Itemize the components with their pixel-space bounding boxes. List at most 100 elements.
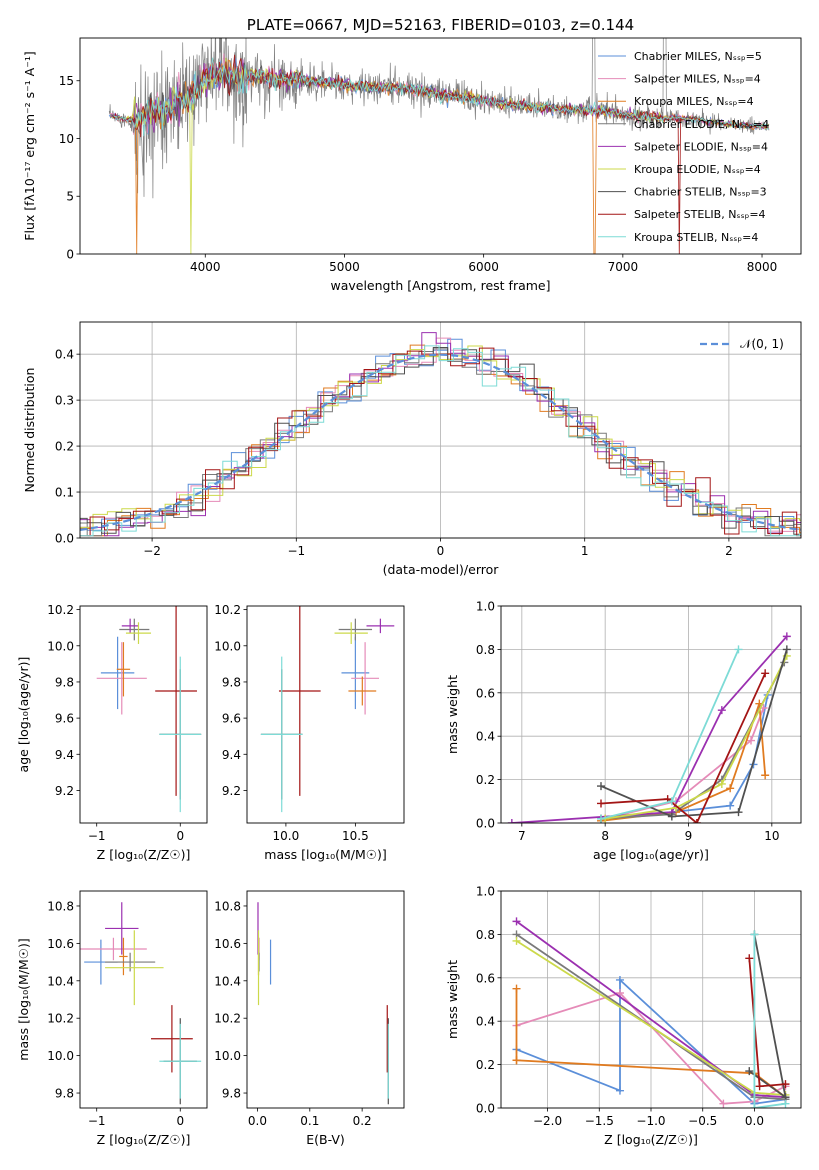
mass-weight-marker xyxy=(750,930,759,939)
mass-weight-marker xyxy=(512,936,521,945)
mass-weight-marker xyxy=(745,954,754,963)
y-tick-label: 10.0 xyxy=(47,1049,74,1063)
legend-entry: Chabrier ELODIE, Nₛₛₚ=4 xyxy=(634,118,769,131)
y-tick-label: 9.8 xyxy=(222,1087,241,1101)
chart-panel-1: −2 −1 0 1 2 0.0 0.1 0.2 0.3 0.4 (data-model)/error… xyxy=(22,321,802,577)
axes-frame xyxy=(79,605,208,824)
mass-weight-marker xyxy=(734,645,743,654)
y-tick-label: 0.0 xyxy=(476,817,495,831)
histogram-step-kroupa_stelib xyxy=(80,345,801,537)
x-tick-label: 6000 xyxy=(468,260,499,274)
mass-weight-marker xyxy=(597,782,605,791)
mass-weight-marker xyxy=(717,779,726,788)
chart-panel-4: 7 8 9 10 0.0 0.2 0.4 0.6 0.8 1.0 age [log₁₀(age/yr… xyxy=(445,600,802,862)
y-tick-label: 10.4 xyxy=(47,974,74,988)
chart-panel-2: −1 0 9.2 9.4 9.6 9.8 10.0 10.2 Z [log₁₀(Z/Z☉)] ag… xyxy=(16,603,208,862)
x-axis-label: Z [log₁₀(Z/Z☉)] xyxy=(97,1132,191,1147)
x-tick-label: 7000 xyxy=(608,260,639,274)
model-spectrum-kroupa_stelib xyxy=(113,57,770,137)
x-tick-label: 0.1 xyxy=(300,1114,319,1128)
x-tick-label: −0.5 xyxy=(688,1114,717,1128)
axes-frame xyxy=(246,605,405,824)
mass-weight-line-kroupa_stelib xyxy=(753,934,786,1108)
mass-weight-marker xyxy=(755,1082,764,1091)
y-tick-label: 9.6 xyxy=(222,712,241,726)
y-tick-label: 9.4 xyxy=(55,748,74,762)
mass-weight-marker xyxy=(615,1086,624,1095)
y-axis-label: mass [log₁₀(M/M☉)] xyxy=(16,938,31,1060)
mass-weight-marker xyxy=(782,645,791,654)
y-tick-label: 10 xyxy=(59,132,74,146)
mass-weight-line-salpeter_stelib xyxy=(600,672,767,823)
legend-entry: Salpeter MILES, Nₛₛₚ=4 xyxy=(634,73,761,86)
mass-weight-marker xyxy=(747,736,755,745)
axes-frame xyxy=(79,321,802,539)
y-tick-label: 9.8 xyxy=(222,675,241,689)
x-tick-label: 0 xyxy=(176,1114,184,1128)
plot-area xyxy=(260,606,395,813)
y-tick-label: 10.0 xyxy=(214,1049,241,1063)
x-tick-label: −1 xyxy=(88,829,106,843)
x-tick-label: −1.5 xyxy=(585,1114,614,1128)
legend-entry: Salpeter ELODIE, Nₛₛₚ=4 xyxy=(634,140,768,153)
y-tick-label: 15 xyxy=(59,74,74,88)
x-tick-label: 2 xyxy=(725,544,733,558)
x-axis-label: E(B-V) xyxy=(306,1132,345,1147)
legend-entry: Chabrier STELIB, Nₛₛₚ=3 xyxy=(634,186,767,199)
mass-weight-marker xyxy=(615,975,624,984)
legend-entry: Kroupa MILES, Nₛₛₚ=4 xyxy=(634,95,754,108)
chart-title: PLATE=0667, MJD=52163, FIBERID=0103, z=0… xyxy=(247,16,634,34)
y-tick-label: 10.6 xyxy=(214,937,241,951)
x-tick-label: 0 xyxy=(176,829,184,843)
x-tick-label: 0 xyxy=(437,544,445,558)
x-tick-label: 10.0 xyxy=(273,829,300,843)
mass-weight-marker xyxy=(761,771,770,780)
y-tick-label: 0.8 xyxy=(476,928,495,942)
y-axis-label: Flux [fλ10⁻¹⁷ erg cm⁻² s⁻¹ A⁻¹] xyxy=(22,51,37,240)
y-axis-label: Normed distribution xyxy=(22,368,37,493)
y-tick-label: 10.8 xyxy=(214,899,241,913)
y-tick-label: 0.2 xyxy=(476,1058,495,1072)
y-tick-label: 10.2 xyxy=(214,603,241,617)
y-tick-label: 0.4 xyxy=(476,1015,495,1029)
plot-area xyxy=(512,917,790,1108)
axes-frame xyxy=(500,605,802,824)
axes-frame xyxy=(246,890,405,1109)
y-tick-label: 0.0 xyxy=(55,532,74,546)
x-tick-label: 4000 xyxy=(190,260,221,274)
y-tick-label: 9.4 xyxy=(222,748,241,762)
x-tick-label: 8000 xyxy=(747,260,778,274)
mass-weight-marker xyxy=(745,1067,754,1076)
x-tick-label: 1 xyxy=(581,544,589,558)
mass-weight-marker xyxy=(667,797,676,806)
legend-entry: Salpeter STELIB, Nₛₛₚ=4 xyxy=(634,208,766,221)
mass-weight-marker xyxy=(734,808,743,817)
y-tick-label: 10.0 xyxy=(47,639,74,653)
y-tick-label: 9.2 xyxy=(222,784,241,798)
histogram-legend: 𝒩(0, 1) xyxy=(700,337,784,351)
x-tick-label: −2.0 xyxy=(533,1114,562,1128)
x-tick-label: −1 xyxy=(88,1114,106,1128)
mass-weight-marker xyxy=(782,632,791,641)
y-tick-label: 10.0 xyxy=(214,639,241,653)
y-tick-label: 5 xyxy=(66,190,74,204)
mass-weight-marker xyxy=(615,988,624,997)
mass-weight-marker xyxy=(726,784,735,793)
legend-entry: Chabrier MILES, Nₛₛₚ=5 xyxy=(634,50,762,63)
plot-area xyxy=(507,632,791,823)
y-tick-label: 1.0 xyxy=(476,885,495,899)
x-tick-label: −2 xyxy=(143,544,161,558)
y-tick-label: 0.4 xyxy=(476,730,495,744)
y-axis-label: mass weight xyxy=(445,960,460,1039)
chart-panel-0: 4000 5000 6000 7000 8000 0 5 10 15 wavelength [An… xyxy=(22,16,802,293)
x-axis-label: mass [log₁₀(M/M☉)] xyxy=(264,847,386,862)
x-axis-label: wavelength [Angstrom, rest frame] xyxy=(330,278,550,293)
y-tick-label: 0.4 xyxy=(55,348,74,362)
y-axis-label: mass weight xyxy=(445,675,460,754)
gaussian-reference-curve xyxy=(80,353,801,531)
mass-weight-marker xyxy=(726,801,735,810)
mass-weight-marker xyxy=(667,812,676,821)
y-tick-label: 10.2 xyxy=(214,1012,241,1026)
mass-weight-line-chabrier_stelib xyxy=(600,649,788,818)
